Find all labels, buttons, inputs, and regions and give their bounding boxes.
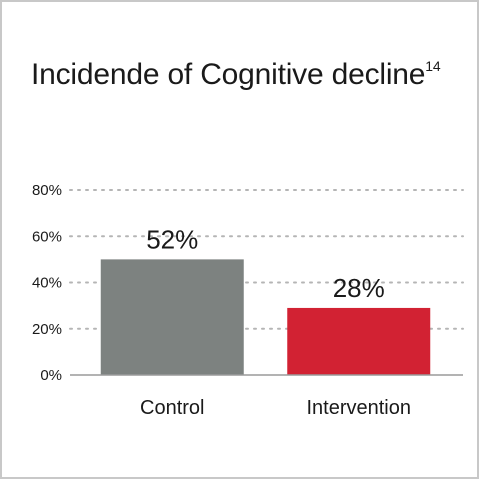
y-tick-label: 80%: [32, 182, 62, 199]
bar: [100, 259, 244, 375]
y-tick-label: 40%: [32, 275, 62, 292]
y-tick-label: 20%: [32, 321, 62, 338]
category-labels: Control Intervention: [140, 397, 411, 419]
y-axis-ticks: 0% 20% 40% 60% 80%: [32, 182, 62, 384]
data-label: 28%: [333, 273, 385, 303]
chart-title-footnote: 14: [425, 58, 441, 74]
y-tick-label: 60%: [32, 228, 62, 245]
category-label: Intervention: [306, 397, 411, 419]
y-tick-label: 0%: [40, 367, 62, 384]
data-labels: 52% 28%: [146, 224, 385, 303]
chart-title: Incidende of Cognitive decline14: [31, 56, 461, 93]
chart-title-text: Incidende of Cognitive decline: [31, 58, 426, 91]
data-label: 52%: [146, 224, 198, 254]
bars: [100, 259, 431, 375]
category-label: Control: [140, 397, 204, 419]
bar: [287, 307, 431, 375]
